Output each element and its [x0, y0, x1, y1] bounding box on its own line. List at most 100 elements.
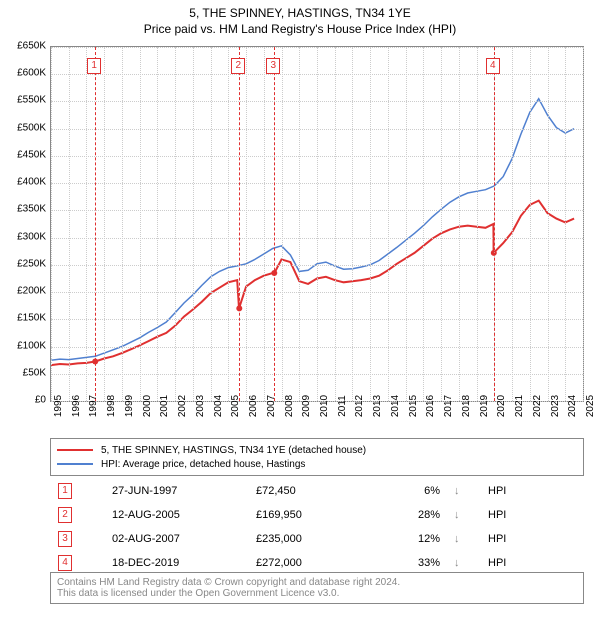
x-axis-label: 2023: [550, 395, 561, 417]
y-axis-label: £0: [35, 395, 46, 406]
event-marker: 3: [58, 531, 72, 547]
y-axis-label: £200K: [17, 286, 46, 297]
sale-marker-box: 1: [87, 58, 101, 74]
x-axis-label: 2009: [301, 395, 312, 417]
x-axis-label: 2024: [567, 395, 578, 417]
x-axis-label: 2011: [337, 395, 348, 417]
x-axis-label: 2004: [213, 395, 224, 417]
x-axis-label: 2008: [284, 395, 295, 417]
sale-marker-line: [494, 47, 495, 401]
table-row: 212-AUG-2005£169,95028%↓HPI: [52, 504, 582, 526]
x-axis-label: 2000: [142, 395, 153, 417]
y-axis-label: £50K: [23, 367, 46, 378]
y-axis-label: £150K: [17, 313, 46, 324]
x-axis-label: 2006: [248, 395, 259, 417]
x-axis-label: 1997: [88, 395, 99, 417]
x-axis-label: 2013: [372, 395, 383, 417]
gridline-v: [388, 47, 389, 401]
x-axis-label: 2018: [461, 395, 472, 417]
event-vs: HPI: [482, 528, 582, 550]
y-axis-label: £500K: [17, 122, 46, 133]
legend: 5, THE SPINNEY, HASTINGS, TN34 1YE (deta…: [50, 438, 584, 476]
y-axis-label: £450K: [17, 149, 46, 160]
arrow-down-icon: ↓: [448, 552, 480, 574]
gridline-v: [175, 47, 176, 401]
legend-row: HPI: Average price, detached house, Hast…: [57, 457, 577, 471]
sale-marker-line: [274, 47, 275, 401]
y-axis-label: £650K: [17, 41, 46, 52]
event-delta: 28%: [374, 504, 446, 526]
gridline-v: [512, 47, 513, 401]
title-address: 5, THE SPINNEY, HASTINGS, TN34 1YE: [0, 6, 600, 20]
x-axis-label: 2025: [585, 395, 596, 417]
arrow-down-icon: ↓: [448, 528, 480, 550]
table-row: 127-JUN-1997£72,4506%↓HPI: [52, 480, 582, 502]
title-subtitle: Price paid vs. HM Land Registry's House …: [0, 22, 600, 36]
x-axis-label: 2002: [177, 395, 188, 417]
gridline-v: [406, 47, 407, 401]
sale-marker-line: [239, 47, 240, 401]
event-vs: HPI: [482, 504, 582, 526]
gridline-v: [423, 47, 424, 401]
gridline-v: [86, 47, 87, 401]
gridline-v: [211, 47, 212, 401]
x-axis-label: 2007: [266, 395, 277, 417]
sale-marker-line: [95, 47, 96, 401]
event-marker: 1: [58, 483, 72, 499]
sale-marker-box: 2: [231, 58, 245, 74]
x-axis-label: 2003: [195, 395, 206, 417]
y-axis-label: £250K: [17, 258, 46, 269]
y-axis-label: £350K: [17, 204, 46, 215]
events-table: 127-JUN-1997£72,4506%↓HPI212-AUG-2005£16…: [50, 478, 584, 576]
x-axis-label: 1998: [106, 395, 117, 417]
table-row: 302-AUG-2007£235,00012%↓HPI: [52, 528, 582, 550]
event-vs: HPI: [482, 480, 582, 502]
gridline-v: [246, 47, 247, 401]
sale-marker-box: 3: [266, 58, 280, 74]
event-price: £72,450: [250, 480, 372, 502]
gridline-v: [264, 47, 265, 401]
table-row: 418-DEC-2019£272,00033%↓HPI: [52, 552, 582, 574]
legend-label: HPI: Average price, detached house, Hast…: [101, 459, 305, 470]
legend-row: 5, THE SPINNEY, HASTINGS, TN34 1YE (deta…: [57, 443, 577, 457]
footer-line2: This data is licensed under the Open Gov…: [57, 588, 577, 599]
gridline-v: [459, 47, 460, 401]
gridline-v: [352, 47, 353, 401]
event-delta: 33%: [374, 552, 446, 574]
y-axis-label: £100K: [17, 340, 46, 351]
x-axis-label: 2005: [230, 395, 241, 417]
arrow-down-icon: ↓: [448, 480, 480, 502]
gridline-v: [548, 47, 549, 401]
gridline-v: [282, 47, 283, 401]
gridline-v: [122, 47, 123, 401]
gridline-v: [140, 47, 141, 401]
x-axis-label: 2019: [479, 395, 490, 417]
x-axis-label: 2012: [354, 395, 365, 417]
y-axis-label: £300K: [17, 231, 46, 242]
x-axis-label: 2020: [496, 395, 507, 417]
gridline-v: [530, 47, 531, 401]
gridline-v: [299, 47, 300, 401]
sale-marker-box: 4: [486, 58, 500, 74]
footer-attribution: Contains HM Land Registry data © Crown c…: [50, 572, 584, 604]
event-date: 27-JUN-1997: [106, 480, 248, 502]
x-axis-label: 2014: [390, 395, 401, 417]
x-axis-label: 1996: [71, 395, 82, 417]
series-property: [51, 201, 574, 366]
x-axis-label: 2001: [159, 395, 170, 417]
x-axis-label: 2010: [319, 395, 330, 417]
gridline-v: [228, 47, 229, 401]
series-hpi: [51, 99, 574, 361]
gridline-v: [441, 47, 442, 401]
x-axis-label: 1999: [124, 395, 135, 417]
x-axis-label: 2015: [408, 395, 419, 417]
y-axis-label: £600K: [17, 68, 46, 79]
x-axis-label: 1995: [53, 395, 64, 417]
footer-line1: Contains HM Land Registry data © Crown c…: [57, 577, 577, 588]
event-date: 18-DEC-2019: [106, 552, 248, 574]
event-marker: 2: [58, 507, 72, 523]
x-axis-label: 2022: [532, 395, 543, 417]
legend-label: 5, THE SPINNEY, HASTINGS, TN34 1YE (deta…: [101, 445, 366, 456]
gridline-v: [477, 47, 478, 401]
gridline-v: [335, 47, 336, 401]
